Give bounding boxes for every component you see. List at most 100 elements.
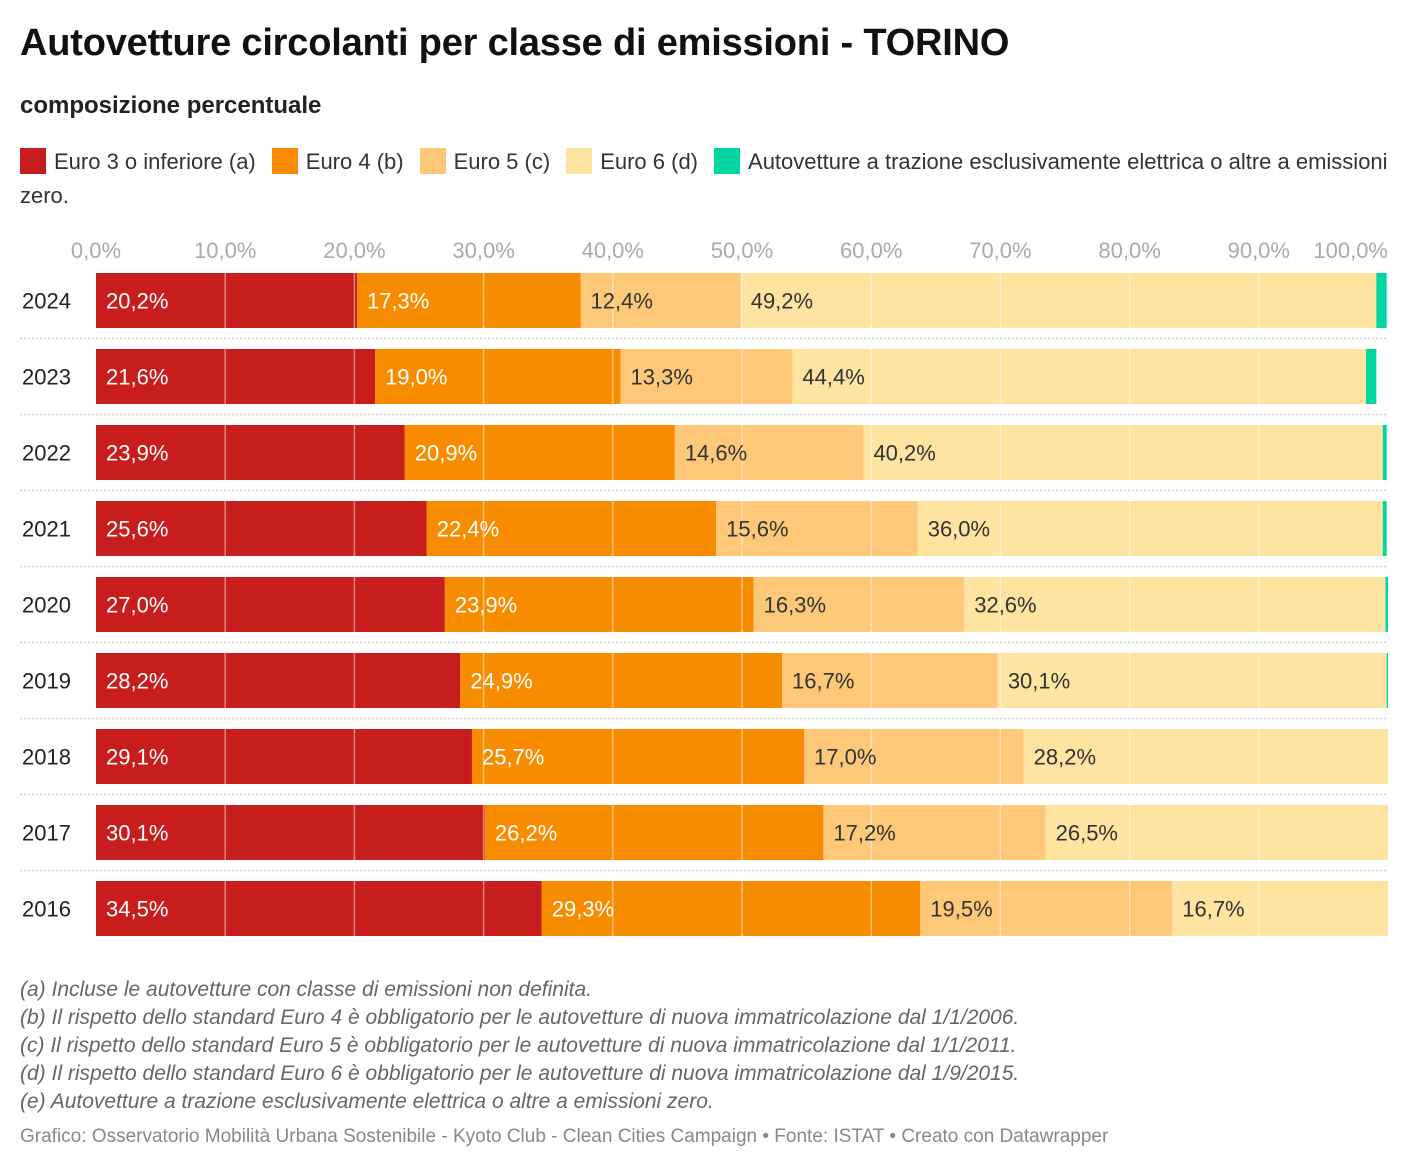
x-tick-label: 70,0% [969, 238, 1031, 263]
data-label: 40,2% [873, 441, 935, 466]
data-label: 15,6% [726, 517, 788, 542]
x-tick-label: 0,0% [71, 238, 121, 263]
bar-segment [356, 273, 581, 328]
category-label: 2023 [22, 365, 71, 390]
legend-swatch [566, 148, 593, 174]
data-label: 49,2% [751, 289, 813, 314]
legend-swatch [271, 148, 298, 174]
data-label: 25,6% [106, 517, 168, 542]
footnote-a: (a) Incluse le autovetture con classe di… [20, 978, 592, 1001]
bar-segment [1023, 729, 1388, 784]
x-tick-label: 40,0% [582, 238, 644, 263]
data-label: 17,2% [833, 821, 895, 846]
x-tick-label: 30,0% [452, 238, 514, 263]
data-label: 14,6% [685, 441, 747, 466]
bar-segment [1385, 577, 1388, 632]
data-label: 20,9% [415, 441, 477, 466]
bar-segment [96, 881, 542, 936]
bar-segment [96, 577, 445, 632]
legend-label: Euro 4 (b) [305, 149, 404, 174]
bar-segment [674, 425, 864, 480]
data-label: 19,5% [930, 897, 992, 922]
data-label: 29,1% [106, 745, 168, 770]
bar-segment [96, 273, 357, 328]
x-tick-label: 80,0% [1098, 238, 1160, 263]
bar-segment [96, 501, 427, 556]
bar-segment [444, 577, 754, 632]
x-tick-label: 100,0% [1313, 238, 1388, 263]
data-label: 36,0% [928, 517, 990, 542]
data-label: 26,2% [495, 821, 557, 846]
category-label: 2022 [22, 441, 71, 466]
bar-segment [792, 349, 1367, 404]
bar-segment [426, 501, 717, 556]
data-label: 17,0% [814, 745, 876, 770]
bar-segment [804, 729, 1024, 784]
legend-swatch [419, 148, 446, 174]
footnotes: (a) Incluse le autovetture con classe di… [20, 976, 1019, 1116]
data-label: 27,0% [106, 593, 168, 618]
bar-segment [1045, 805, 1388, 860]
data-label: 12,4% [591, 289, 653, 314]
bar-segment [580, 273, 741, 328]
bar-segment [823, 805, 1046, 860]
category-label: 2016 [22, 897, 71, 922]
legend-swatch [20, 148, 46, 174]
source-credit: Grafico: Osservatorio Mobilità Urbana So… [20, 1126, 1109, 1147]
bar-segment [917, 501, 1383, 556]
data-label: 25,7% [482, 745, 544, 770]
data-label: 28,2% [1034, 745, 1096, 770]
legend-label: Euro 5 (c) [453, 149, 551, 174]
bar-segment [1382, 501, 1387, 556]
bar-segment [782, 653, 998, 708]
category-label: 2024 [22, 289, 71, 314]
bar-segment [1172, 881, 1388, 936]
x-tick-label: 50,0% [711, 238, 773, 263]
data-label: 20,2% [106, 289, 168, 314]
data-label: 30,1% [106, 821, 168, 846]
footnote-b: (b) Il rispetto dello standard Euro 4 è … [20, 1006, 1020, 1029]
data-label: 19,0% [385, 365, 447, 390]
x-tick-label: 20,0% [323, 238, 385, 263]
bar-segment [460, 653, 783, 708]
legend-item: Euro 4 (b) [271, 148, 404, 174]
legend-item: Euro 3 o inferiore (a) [20, 148, 256, 174]
data-label: 26,5% [1056, 821, 1118, 846]
bar-segment [740, 273, 1377, 328]
x-tick-label: 60,0% [840, 238, 902, 263]
category-label: 2020 [22, 593, 71, 618]
legend-label: Euro 6 (d) [600, 149, 699, 174]
legend-swatch [714, 148, 741, 174]
bar-segment [863, 425, 1383, 480]
bar-segment [716, 501, 918, 556]
data-label: 22,4% [437, 517, 499, 542]
bar-segment [920, 881, 1173, 936]
legend-item: Euro 6 (d) [566, 148, 699, 174]
category-label: 2019 [22, 669, 71, 694]
bar-segment [96, 349, 376, 404]
bar-segment [96, 805, 485, 860]
data-label: 16,7% [792, 669, 854, 694]
data-label: 13,3% [631, 365, 693, 390]
bar-segment [1382, 425, 1387, 480]
category-label: 2018 [22, 745, 71, 770]
bar-segment [753, 577, 965, 632]
data-label: 34,5% [106, 897, 168, 922]
footnote-e: (e) Autovetture a trazione esclusivament… [20, 1090, 714, 1113]
footnote-c: (c) Il rispetto dello standard Euro 5 è … [20, 1034, 1017, 1057]
data-label: 29,3% [552, 897, 614, 922]
footnote-d: (d) Il rispetto dello standard Euro 6 è … [20, 1062, 1020, 1085]
x-tick-label: 90,0% [1228, 238, 1290, 263]
stacked-bar-chart: 0,0% 10,0% 20,0% 30,0% 40,0% 50,0% 60,0% 70,0% 8… [20, 238, 1388, 936]
data-label: 44,4% [802, 365, 864, 390]
bar-segment [96, 729, 472, 784]
category-label: 2021 [22, 517, 71, 542]
x-tick-label: 10,0% [194, 238, 256, 263]
bar-segment [484, 805, 824, 860]
data-label: 21,6% [106, 365, 168, 390]
data-label: 23,9% [106, 441, 168, 466]
bar-segment [96, 425, 405, 480]
data-label: 16,7% [1182, 897, 1244, 922]
data-label: 17,3% [367, 289, 429, 314]
legend-label: Euro 3 o inferiore (a) [54, 149, 256, 174]
